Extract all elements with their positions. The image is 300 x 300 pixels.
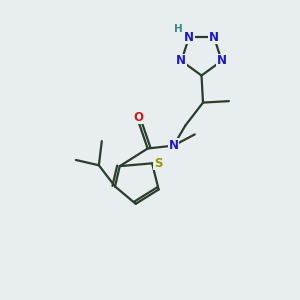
Text: H: H [173, 24, 182, 34]
Text: N: N [209, 31, 219, 44]
Text: N: N [176, 54, 186, 68]
Text: N: N [169, 139, 178, 152]
Text: N: N [217, 54, 227, 68]
Text: S: S [154, 157, 162, 170]
Text: N: N [184, 31, 194, 44]
Text: O: O [134, 111, 144, 124]
